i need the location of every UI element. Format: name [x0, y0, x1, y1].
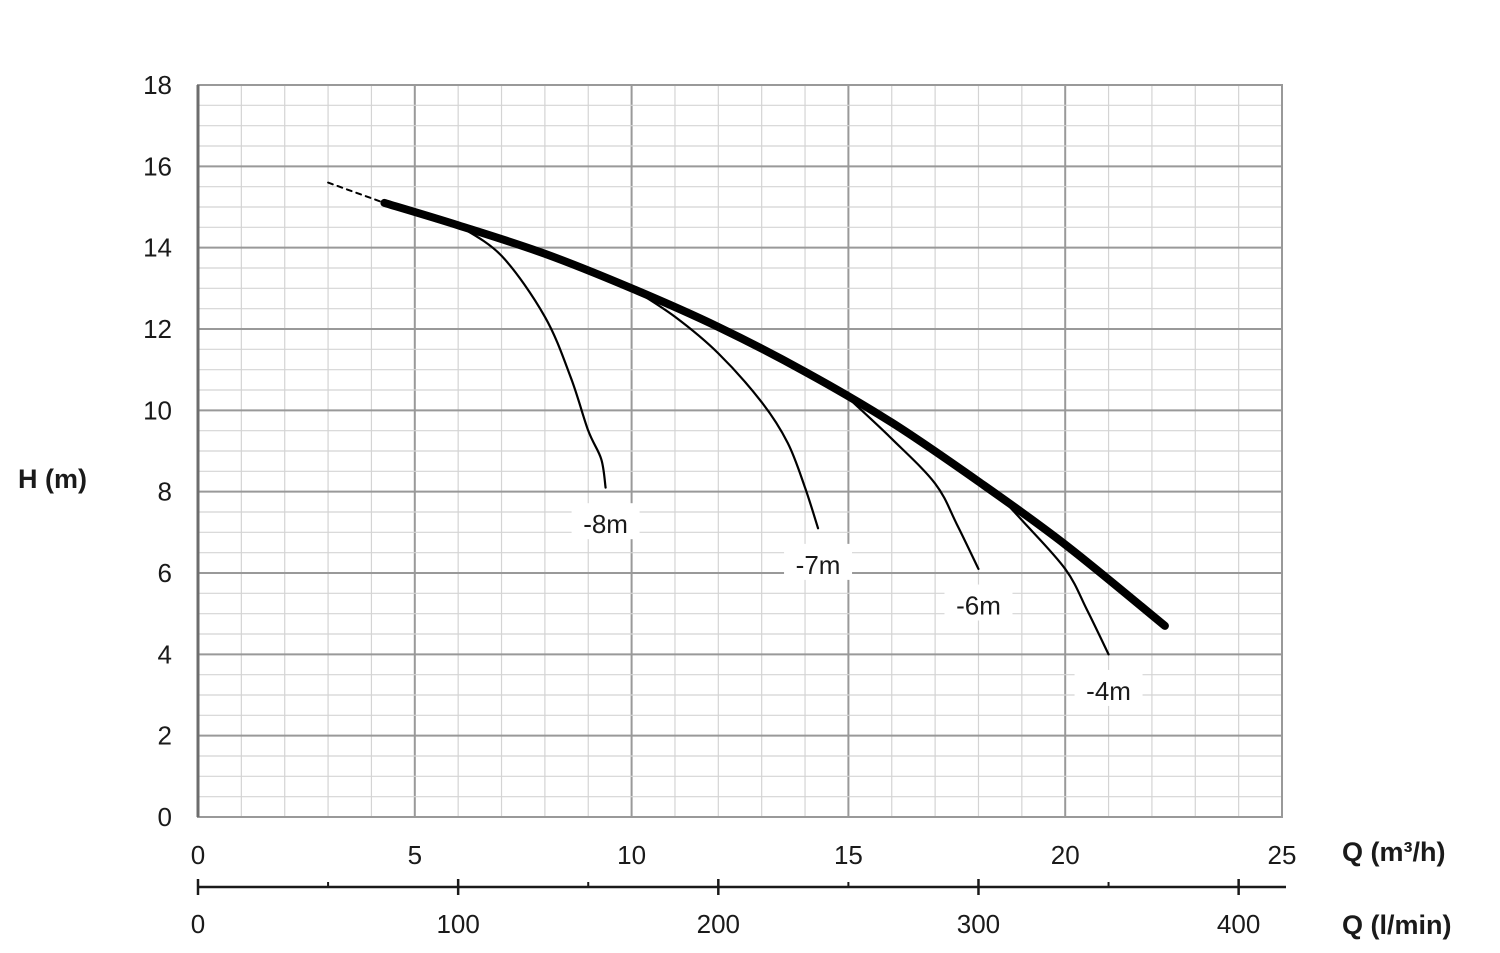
extrapolated-curve-dashed — [327, 181, 386, 204]
x-tick-label: 0 — [191, 840, 205, 870]
chart-labels: -8m -7m -6m -4m — [571, 503, 1143, 706]
curve-label: -8m — [583, 509, 628, 539]
y-tick-label: 0 — [158, 802, 172, 832]
y-tick-label: 12 — [143, 314, 172, 344]
curve-label: -4m — [1086, 676, 1131, 706]
y-axis-title: H (m) — [18, 464, 87, 494]
secondary-tick-label: 200 — [697, 909, 740, 939]
x-tick-label: 5 — [408, 840, 422, 870]
chart-axes: 0 2 4 6 8 10 12 14 16 18 0 5 10 15 20 25 0 100 200 300 400 — [143, 70, 1296, 939]
curve-label-background — [1074, 669, 1143, 706]
secondary-tick-label: 0 — [191, 909, 205, 939]
suction-curve-4m — [990, 486, 1110, 656]
y-tick-label: 16 — [143, 151, 172, 181]
secondary-tick-label: 300 — [957, 909, 1000, 939]
x-axis-secondary-title: Q (l/min) — [1342, 910, 1452, 940]
suction-curve-7m — [630, 287, 820, 530]
y-tick-label: 8 — [158, 477, 172, 507]
y-tick-label: 18 — [143, 70, 172, 100]
curve-label-background — [784, 543, 853, 580]
curve-label-background — [944, 584, 1013, 621]
secondary-tick-label: 400 — [1217, 909, 1260, 939]
curve-label: -7m — [796, 550, 841, 580]
x-tick-label: 10 — [617, 840, 646, 870]
x-tick-label: 25 — [1268, 840, 1297, 870]
main-pump-curve — [380, 198, 1169, 630]
y-tick-label: 10 — [143, 395, 172, 425]
y-tick-label: 4 — [158, 639, 172, 669]
suction-curve-8m — [457, 224, 607, 489]
x-axis-title: Q (m³/h) — [1342, 837, 1445, 867]
y-tick-label: 14 — [143, 233, 172, 263]
curve-label-background — [571, 503, 640, 540]
y-tick-label: 2 — [158, 721, 172, 751]
curve-label: -6m — [956, 591, 1001, 621]
secondary-tick-label: 100 — [436, 909, 479, 939]
y-tick-label: 6 — [158, 558, 172, 588]
chart-series — [327, 181, 1169, 656]
x-tick-label: 20 — [1051, 840, 1080, 870]
x-tick-label: 15 — [834, 840, 863, 870]
suction-curve-6m — [847, 397, 980, 571]
